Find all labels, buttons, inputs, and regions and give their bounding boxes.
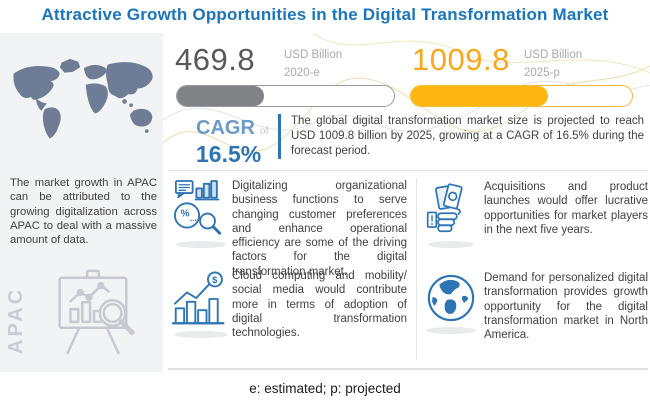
apac-note: The market growth in APAC can be attribu… bbox=[10, 177, 157, 247]
market-size-2025-labels: USD Billion 2025-p bbox=[524, 47, 582, 83]
page-title: Attractive Growth Opportunities in the D… bbox=[41, 5, 609, 24]
market-size-2020-year: 2020-e bbox=[284, 66, 320, 79]
cash-in-hand-icon bbox=[426, 183, 463, 233]
market-summary: The global digital transformation market… bbox=[278, 114, 644, 159]
dots-glyph: ... bbox=[190, 213, 197, 223]
globe-icon bbox=[427, 274, 475, 322]
market-size-2020-labels: USD Billion 2020-e bbox=[284, 47, 342, 83]
opportunity-text-3: Acquisitions and product launches would … bbox=[484, 181, 648, 236]
divider-top bbox=[168, 170, 648, 171]
dollar-glyph: $ bbox=[212, 275, 218, 285]
footnote: e: estimated; p: projected bbox=[249, 381, 401, 396]
icon-shadow bbox=[176, 241, 226, 248]
market-size-2020-bar bbox=[176, 85, 395, 107]
market-size-2025-bar bbox=[410, 85, 633, 107]
market-size-2020-unit: USD Billion bbox=[284, 49, 343, 61]
percent-glyph: % bbox=[181, 208, 190, 219]
growth-bars-dollar-icon: $ bbox=[172, 271, 225, 325]
cagr-value: 16.5% bbox=[196, 141, 262, 167]
chart-analysis-easel-icon bbox=[58, 269, 135, 355]
divider-bottom bbox=[168, 368, 648, 370]
icon-shadow bbox=[428, 241, 474, 248]
world-map bbox=[13, 58, 153, 139]
cagr-label: CAGR bbox=[196, 117, 255, 139]
apac-region-label: APAC bbox=[5, 286, 27, 354]
cagr-block: CAGR of 16.5% bbox=[196, 117, 286, 168]
market-size-2020-bar-fill bbox=[177, 86, 264, 106]
opportunity-text-1: Digitalizing organizational business fun… bbox=[232, 180, 407, 278]
icon-shadow bbox=[426, 327, 476, 334]
market-size-2025-bar-fill bbox=[411, 86, 549, 106]
market-size-2025-year: 2025-p bbox=[524, 66, 560, 79]
digital-functions-analytics-icon: % ... bbox=[174, 180, 222, 235]
opportunity-text-4: Demand for personalized digital transfor… bbox=[484, 272, 648, 341]
opportunity-text-2: Cloud computing and mobility/ social med… bbox=[232, 270, 407, 339]
market-size-2025-value: 1009.8 bbox=[412, 42, 510, 77]
market-size-2020-value: 469.8 bbox=[175, 42, 256, 77]
icon-shadow bbox=[174, 331, 228, 338]
divider-vertical bbox=[416, 178, 417, 360]
market-size-2025-unit: USD Billion bbox=[524, 49, 583, 61]
cagr-connector: of bbox=[259, 125, 269, 137]
